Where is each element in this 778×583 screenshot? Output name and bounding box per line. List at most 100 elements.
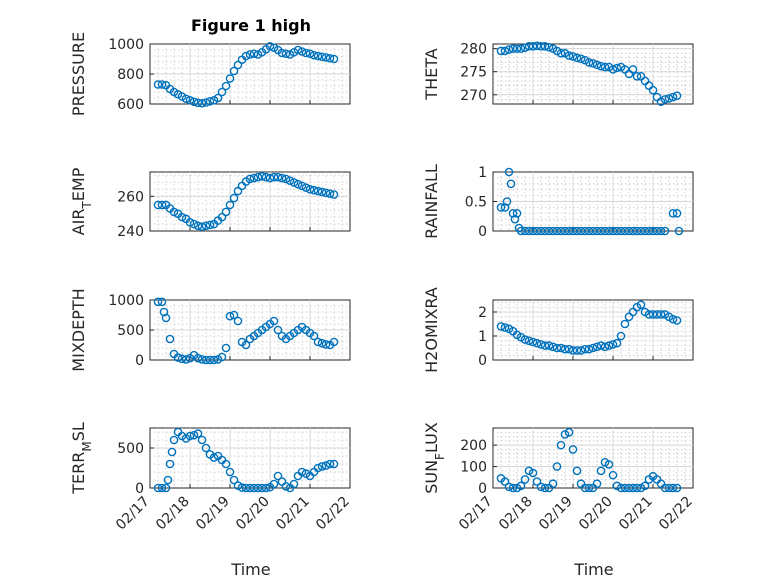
y-axis-label: H2OMIXRA bbox=[422, 287, 441, 373]
data-point bbox=[548, 479, 558, 489]
x-tick-label: 02/22 bbox=[313, 494, 353, 534]
data-point bbox=[277, 48, 287, 58]
data-point bbox=[504, 167, 514, 177]
data-point bbox=[520, 475, 530, 484]
y-tick-label: 260 bbox=[117, 189, 144, 205]
data-point bbox=[253, 483, 263, 493]
data-point bbox=[616, 331, 626, 341]
data-point bbox=[504, 45, 514, 54]
data-point bbox=[249, 49, 259, 59]
data-point bbox=[540, 42, 550, 51]
data-point bbox=[544, 341, 554, 350]
data-point bbox=[628, 226, 638, 236]
data-point bbox=[261, 483, 271, 493]
data-point bbox=[241, 51, 251, 61]
data-point bbox=[548, 342, 558, 352]
data-point bbox=[167, 447, 177, 457]
y-tick-label: 0 bbox=[478, 224, 487, 240]
data-point bbox=[516, 44, 526, 53]
data-point bbox=[165, 459, 175, 469]
data-point bbox=[500, 46, 510, 56]
data-point bbox=[652, 226, 662, 236]
data-point bbox=[293, 179, 303, 189]
data-point bbox=[185, 218, 195, 227]
data-point bbox=[548, 226, 558, 236]
y-tick-label: 0 bbox=[478, 481, 487, 497]
data-point bbox=[632, 483, 642, 493]
data-point bbox=[197, 98, 207, 108]
data-point bbox=[620, 483, 630, 493]
data-point bbox=[584, 226, 594, 236]
data-point bbox=[329, 337, 339, 347]
data-point bbox=[293, 45, 303, 55]
data-point bbox=[636, 300, 646, 310]
data-point bbox=[193, 353, 203, 363]
data-point bbox=[628, 483, 638, 493]
data-point bbox=[496, 203, 506, 212]
data-point bbox=[325, 53, 335, 63]
data-point bbox=[604, 226, 614, 236]
data-point bbox=[620, 319, 630, 329]
data-point bbox=[265, 41, 275, 51]
data-point bbox=[572, 466, 582, 476]
data-point bbox=[329, 190, 339, 199]
data-point bbox=[524, 336, 534, 346]
data-point bbox=[544, 42, 554, 52]
data-point bbox=[532, 226, 542, 236]
data-point bbox=[516, 481, 526, 491]
subplot-3: 240 260 AIRTEMP bbox=[69, 167, 351, 240]
data-point bbox=[536, 226, 546, 236]
x-tick-label: 02/17 bbox=[456, 494, 496, 534]
data-point bbox=[221, 81, 231, 91]
x-tick-label: 02/17 bbox=[113, 494, 153, 534]
data-point bbox=[616, 226, 626, 236]
data-point bbox=[225, 74, 235, 83]
data-point bbox=[321, 53, 331, 62]
data-point bbox=[193, 221, 203, 231]
data-point bbox=[249, 483, 259, 493]
data-point bbox=[317, 52, 327, 62]
data-point bbox=[500, 477, 510, 486]
y-tick-label: 2 bbox=[478, 305, 487, 321]
data-point bbox=[205, 220, 215, 230]
data-point bbox=[632, 226, 642, 236]
data-point bbox=[556, 343, 566, 353]
subplot-6: 0 1 2 H2OMIXRA bbox=[422, 287, 694, 373]
y-tick-label: 800 bbox=[117, 67, 144, 83]
data-point bbox=[313, 186, 323, 196]
data-point bbox=[325, 189, 335, 198]
data-point bbox=[520, 226, 530, 236]
data-point bbox=[297, 47, 307, 56]
data-point bbox=[564, 344, 574, 354]
data-point bbox=[205, 97, 215, 106]
data-point bbox=[612, 226, 622, 236]
data-point bbox=[552, 343, 562, 353]
y-tick-label: 1000 bbox=[108, 37, 144, 53]
data-point bbox=[496, 322, 506, 331]
data-point bbox=[269, 172, 279, 182]
y-tick-label: 200 bbox=[460, 438, 487, 454]
data-point bbox=[209, 453, 219, 462]
figure-title: Figure 1 high bbox=[191, 16, 311, 35]
data-point bbox=[600, 342, 610, 352]
data-point bbox=[608, 340, 618, 349]
data-point bbox=[201, 98, 211, 107]
data-point bbox=[596, 61, 606, 71]
data-point bbox=[157, 200, 167, 210]
data-point bbox=[584, 58, 594, 67]
data-point bbox=[249, 173, 259, 183]
data-point bbox=[241, 340, 251, 350]
data-point bbox=[285, 176, 295, 185]
data-point bbox=[173, 353, 183, 362]
data-point bbox=[640, 481, 650, 491]
data-point bbox=[273, 172, 283, 182]
y-axis-label: TERRMSL bbox=[69, 422, 94, 495]
data-point bbox=[305, 49, 315, 59]
data-point bbox=[289, 479, 299, 489]
data-point bbox=[528, 226, 538, 236]
data-point bbox=[321, 188, 331, 198]
data-point bbox=[664, 483, 674, 493]
data-point bbox=[313, 463, 323, 473]
data-point bbox=[201, 355, 211, 365]
